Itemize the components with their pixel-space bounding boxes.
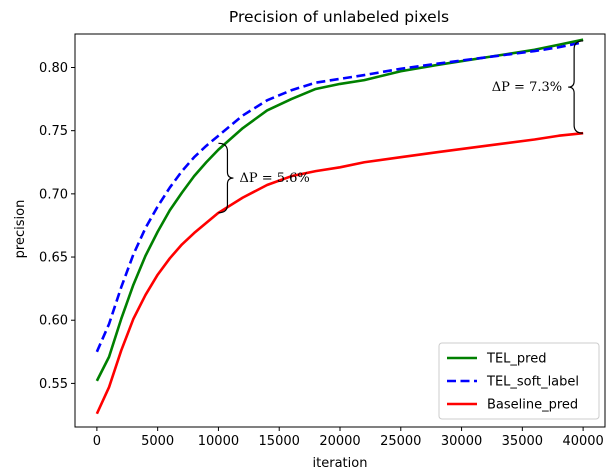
y-tick-label: 0.55 (39, 377, 68, 392)
annotation-label: ΔP = 5.6% (239, 171, 309, 186)
x-axis-label: iteration (313, 456, 368, 470)
legend-label: Baseline_pred (487, 398, 578, 413)
annotation-label: ΔP = 7.3% (492, 80, 562, 95)
series-line-tel-soft-label (95, 40, 584, 353)
y-tick-label: 0.65 (39, 251, 68, 266)
x-tick-label: 40000 (562, 434, 603, 449)
x-tick-label: 20000 (319, 434, 360, 449)
x-tick-label: 15000 (259, 434, 300, 449)
axes: 0 5000 10000 15000 20000 25000 30000 35000 40000… (39, 33, 606, 449)
y-axis-label: precision (13, 200, 28, 259)
legend-label: TEL_pred (486, 352, 546, 367)
chart-title: Precision of unlabeled pixels (229, 8, 449, 26)
x-tick-label: 35000 (502, 434, 543, 449)
annotations: ΔP = 5.6% ΔP = 7.3% (218, 40, 584, 214)
legend-box (438, 342, 600, 420)
series-lines (95, 38, 584, 415)
x-tick-label: 30000 (441, 434, 482, 449)
annotation-brace (568, 40, 584, 134)
x-tick-label: 5000 (141, 434, 174, 449)
y-tick-label: 0.70 (39, 187, 68, 202)
x-tick-label: 10000 (198, 434, 239, 449)
series-line-baseline-pred (95, 131, 584, 415)
y-tick-label: 0.80 (39, 61, 68, 76)
legend: TEL_pred TEL_soft_label Baseline_pred (438, 342, 600, 420)
y-tick-label: 0.75 (39, 124, 68, 139)
x-tick-label: 0 (93, 434, 101, 449)
y-tick-label: 0.60 (39, 314, 68, 329)
legend-label: TEL_soft_label (486, 375, 579, 390)
x-tick-label: 25000 (380, 434, 421, 449)
annotation-brace (218, 142, 234, 214)
